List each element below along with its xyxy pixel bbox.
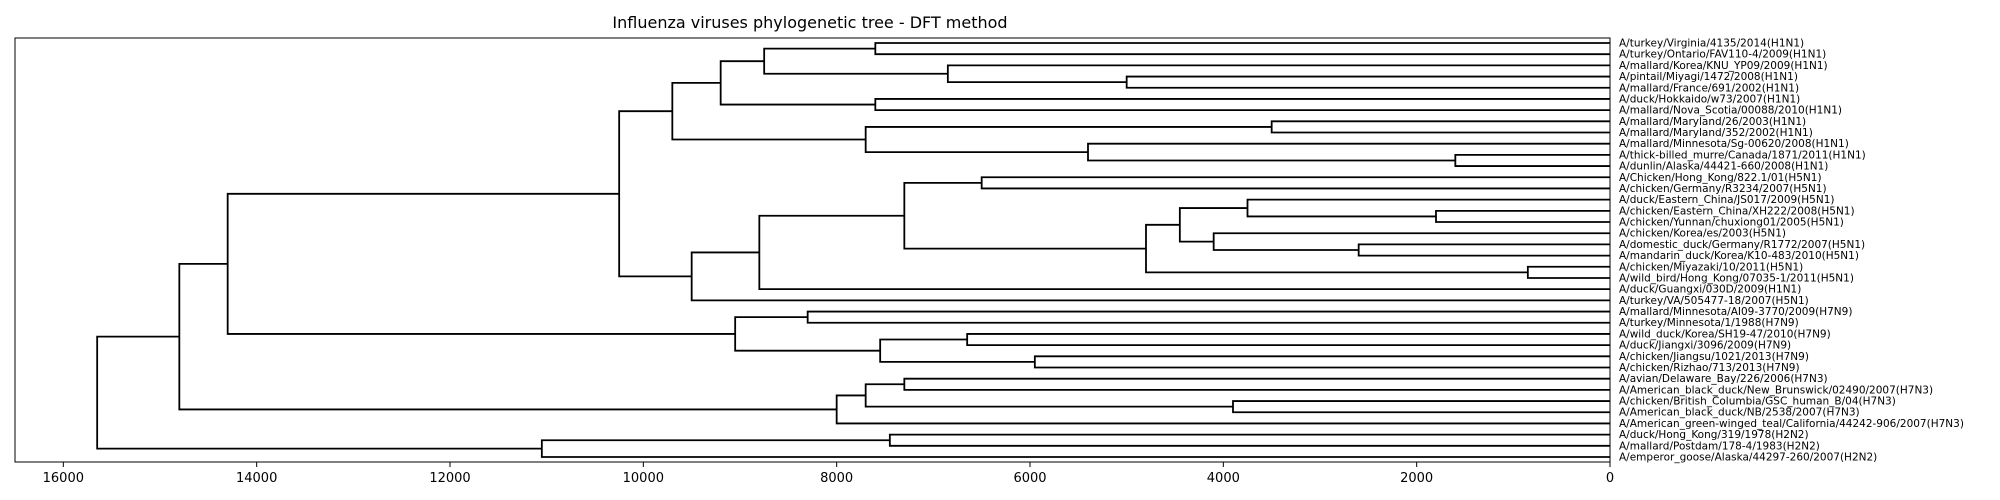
tree-branch xyxy=(864,383,1233,408)
tree-branch xyxy=(1232,400,1610,414)
leaf-label: A/American_green-winged_teal/California/… xyxy=(1619,418,1964,430)
tree-branch xyxy=(888,433,1610,447)
leaf-label: A/turkey/Ontario/FAV110-4/2009(H1N1) xyxy=(1619,49,1826,61)
leaf-label: A/chicken/Germany/R3234/2007(H5N1) xyxy=(1619,183,1827,195)
tree-branch xyxy=(1145,223,1528,274)
leaf-label: A/mallard/Minnesota/Sg-00620/2008(H1N1) xyxy=(1619,138,1849,150)
x-axis: 16000 14000 12000 10000 8000 6000 4000 2000 0 xyxy=(43,462,1614,486)
plot-area: 16000 14000 12000 10000 8000 6000 4000 2000 0 xyxy=(14,37,1614,486)
leaf-label: A/duck/Hokkaido/w73/2007(H1N1) xyxy=(1619,93,1800,105)
leaf-label: A/chicken/Yunnan/chuxiong01/2005(H5N1) xyxy=(1619,217,1844,229)
leaf-label: A/mallard/Minnesota/AI09-3770/2009(H7N9) xyxy=(1619,306,1852,318)
leaf-label: A/turkey/Virginia/4135/2014(H1N1) xyxy=(1619,38,1804,50)
leaf-label: A/wild_bird/Hong_Kong/07035-1/2011(H5N1) xyxy=(1619,272,1854,284)
tree-branch xyxy=(1526,265,1610,279)
leaf-label: A/dunlin/Alaska/44421-660/2008(H1N1) xyxy=(1619,161,1828,173)
leaf-label: A/American_black_duck/NB/2538/2007(H7N3) xyxy=(1619,407,1860,419)
tree-branch xyxy=(1212,232,1610,251)
leaf-label: A/mallard/Postdam/178-4/1983(H2N2) xyxy=(1619,440,1820,452)
leaf-label: A/turkey/VA/505477-18/2007(H5N1) xyxy=(1619,295,1809,307)
x-tick-label: 6000 xyxy=(1013,471,1046,486)
tree-branch xyxy=(903,377,1610,391)
tree-branch xyxy=(763,47,948,75)
x-tick-label: 16000 xyxy=(43,471,84,486)
tree-branch xyxy=(806,310,1610,324)
tree-branch xyxy=(96,335,542,450)
leaf-label: A/duck/Eastern_China/JS017/2009(H5N1) xyxy=(1619,194,1834,206)
leaf-label: A/mallard/France/691/2002(H1N1) xyxy=(1619,82,1799,94)
leaf-label: A/American_black_duck/New_Brunswick/0249… xyxy=(1619,384,1933,396)
tree-branch xyxy=(874,98,1610,112)
tree-branch xyxy=(835,394,1610,425)
tree-branch xyxy=(226,192,736,335)
x-tick-label: 4000 xyxy=(1207,471,1240,486)
leaf-label: A/mallard/Korea/KNU_YP09/2009(H1N1) xyxy=(1619,60,1828,72)
leaf-label: A/chicken/Korea/es/2003(H5N1) xyxy=(1619,228,1786,240)
x-tick-label: 2000 xyxy=(1400,471,1433,486)
leaf-label: A/duck/Hong_Kong/319/1978(H2N2) xyxy=(1619,429,1809,441)
tree-branch xyxy=(966,333,1610,347)
tree-branch xyxy=(758,214,1610,291)
leaf-label: A/domestic_duck/Germany/R1772/2007(H5N1) xyxy=(1619,239,1865,251)
leaf-label: A/chicken/Miyazaki/10/2011(H5N1) xyxy=(1619,261,1803,273)
tree-branch xyxy=(980,176,1610,190)
leaf-label: A/mallard/Maryland/26/2003(H1N1) xyxy=(1619,116,1806,128)
tree-branch xyxy=(690,251,1610,302)
tree-branch xyxy=(178,262,837,411)
tree-branch xyxy=(1246,198,1610,218)
x-tick-label: 10000 xyxy=(623,471,664,486)
x-tick-label: 12000 xyxy=(429,471,470,486)
tree-branch xyxy=(1125,75,1610,89)
leaf-label: A/Chicken/Hong_Kong/822.1/01(H5N1) xyxy=(1619,172,1822,184)
tree-branch xyxy=(618,110,692,278)
leaf-label: A/mallard/Maryland/352/2002(H1N1) xyxy=(1619,127,1813,139)
leaf-label: A/chicken/British_Columbia/GSC_human_B/0… xyxy=(1619,396,1896,408)
tree-branch xyxy=(1357,243,1610,257)
axes-frame xyxy=(14,37,1611,463)
leaf-label: A/chicken/Eastern_China/XH222/2008(H5N1) xyxy=(1619,205,1855,217)
leaf-label: A/turkey/Minnesota/1/1988(H7N9) xyxy=(1619,317,1799,329)
tree-branch xyxy=(1033,355,1610,369)
leaf-label: A/pintail/Miyagi/1472/2008(H1N1) xyxy=(1619,71,1798,83)
tree-branch xyxy=(874,42,1610,56)
leaf-label: A/mandarin_duck/Korea/K10-483/2010(H5N1) xyxy=(1619,250,1859,262)
tree-branches xyxy=(96,42,1610,458)
tree-branch xyxy=(903,181,1146,250)
leaf-label: A/emperor_goose/Alaska/44297-260/2007(H2… xyxy=(1619,452,1877,464)
tree-branch xyxy=(1454,153,1610,167)
tree-branch xyxy=(1270,120,1610,134)
leaf-label: A/duck/Guangxi/030D/2009(H1N1) xyxy=(1619,284,1801,296)
tree-branch xyxy=(734,316,881,352)
leaf-label: A/duck/Jiangxi/3096/2009(H7N9) xyxy=(1619,340,1791,352)
tree-branch xyxy=(671,81,866,141)
tree-branch xyxy=(946,64,1610,84)
x-tick-label: 8000 xyxy=(820,471,853,486)
tree-branch xyxy=(864,126,1272,153)
tree-branch xyxy=(1435,209,1610,223)
tree-branch xyxy=(719,60,876,106)
leaf-label: A/chicken/Jiangsu/1021/2013(H7N9) xyxy=(1619,351,1809,363)
tree-branch xyxy=(879,338,1035,363)
tree-branch xyxy=(1087,142,1610,162)
leaf-label: A/thick-billed_murre/Canada/1871/2011(H1… xyxy=(1619,149,1866,161)
leaf-labels: A/turkey/Virginia/4135/2014(H1N1)A/turke… xyxy=(1619,38,1964,464)
leaf-label: A/wild_duck/Korea/SH19-47/2010(H7N9) xyxy=(1619,328,1831,340)
x-tick-label: 14000 xyxy=(236,471,277,486)
leaf-label: A/avian/Delaware_Bay/226/2006(H7N3) xyxy=(1619,373,1828,385)
leaf-label: A/chicken/Rizhao/713/2013(H7N9) xyxy=(1619,362,1800,374)
x-tick-label: 0 xyxy=(1606,471,1614,486)
tree-branch xyxy=(540,439,1610,458)
chart-title: Influenza viruses phylogenetic tree - DF… xyxy=(612,13,1007,32)
leaf-label: A/mallard/Nova_Scotia/00088/2010(H1N1) xyxy=(1619,105,1842,117)
